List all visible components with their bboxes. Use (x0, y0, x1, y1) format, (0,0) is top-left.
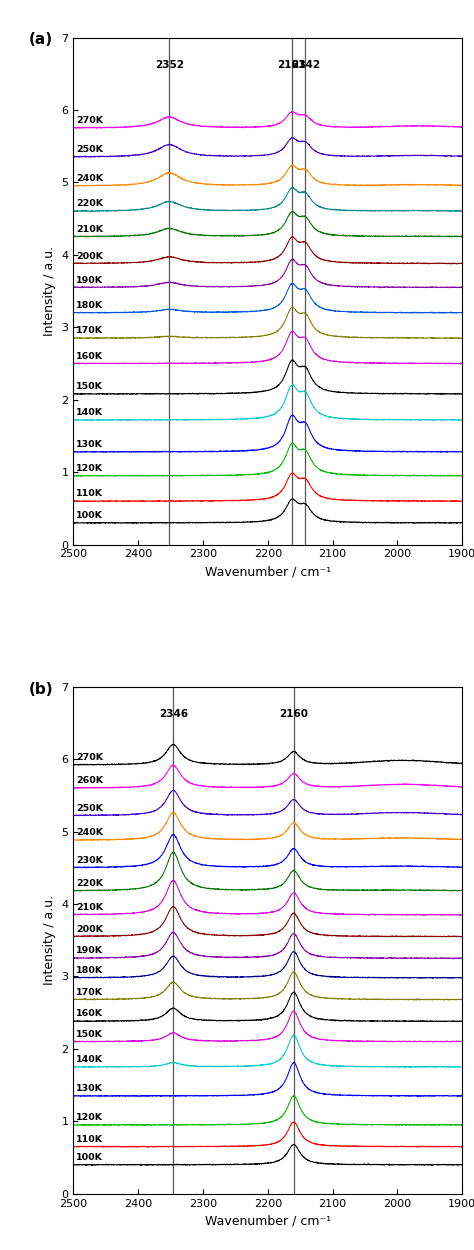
Text: 150K: 150K (76, 382, 103, 391)
Y-axis label: Intensity / a.u.: Intensity / a.u. (43, 246, 56, 336)
Text: 240K: 240K (76, 829, 103, 838)
Text: 2352: 2352 (155, 60, 184, 70)
Text: 260K: 260K (76, 776, 103, 785)
Text: 120K: 120K (76, 464, 103, 472)
Text: 160K: 160K (76, 1010, 103, 1019)
Text: 130K: 130K (76, 1084, 103, 1092)
Text: (a): (a) (29, 32, 53, 48)
Text: 170K: 170K (76, 326, 103, 335)
Text: 110K: 110K (76, 489, 103, 499)
Text: 130K: 130K (76, 440, 103, 449)
Text: 140K: 140K (76, 408, 103, 418)
Text: 2163: 2163 (277, 60, 306, 70)
Text: 160K: 160K (76, 351, 103, 360)
X-axis label: Wavenumber / cm⁻¹: Wavenumber / cm⁻¹ (205, 1214, 331, 1228)
Text: 250K: 250K (76, 804, 103, 812)
Text: 210K: 210K (76, 902, 103, 912)
Text: 250K: 250K (76, 145, 103, 154)
Text: 140K: 140K (76, 1055, 103, 1064)
Text: 270K: 270K (76, 116, 103, 125)
Y-axis label: Intensity / a.u.: Intensity / a.u. (43, 895, 56, 985)
Text: 170K: 170K (76, 988, 103, 996)
Text: 2346: 2346 (159, 709, 188, 719)
Text: 120K: 120K (76, 1112, 103, 1122)
Text: 100K: 100K (76, 511, 103, 520)
Text: 220K: 220K (76, 200, 103, 209)
Text: 270K: 270K (76, 752, 103, 762)
Text: 150K: 150K (76, 1030, 103, 1039)
Text: 190K: 190K (76, 946, 103, 955)
Text: (b): (b) (29, 681, 54, 696)
Text: 100K: 100K (76, 1152, 103, 1161)
Text: 240K: 240K (76, 174, 103, 182)
Text: 210K: 210K (76, 225, 103, 234)
Text: 2160: 2160 (279, 709, 308, 719)
Text: 180K: 180K (76, 966, 103, 975)
Text: 230K: 230K (76, 856, 103, 865)
Text: 200K: 200K (76, 925, 103, 934)
Text: 200K: 200K (76, 251, 103, 261)
Text: 190K: 190K (76, 275, 103, 285)
X-axis label: Wavenumber / cm⁻¹: Wavenumber / cm⁻¹ (205, 565, 331, 578)
Text: 2142: 2142 (291, 60, 320, 70)
Text: 220K: 220K (76, 879, 103, 888)
Text: 180K: 180K (76, 301, 103, 310)
Text: 110K: 110K (76, 1135, 103, 1144)
